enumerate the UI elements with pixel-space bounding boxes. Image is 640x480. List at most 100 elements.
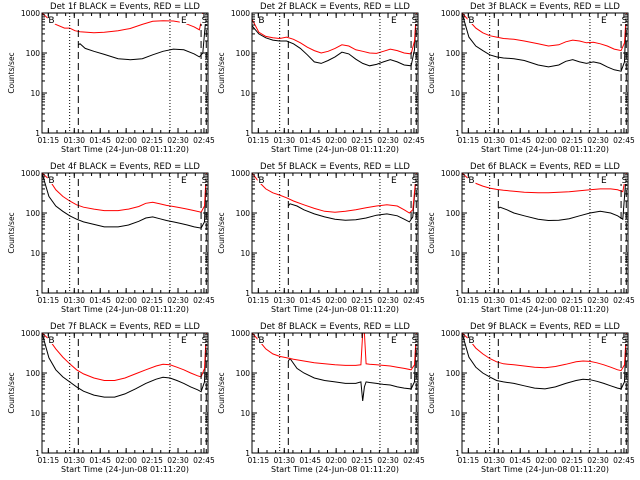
y-tick-label: 1000 (21, 329, 40, 338)
x-tick-label: 01:45 (89, 456, 111, 465)
x-tick-label: 01:15 (458, 456, 480, 465)
y-axis-label: Counts/sec (7, 52, 16, 93)
x-tick-label: 02:00 (535, 296, 557, 305)
x-tick-label: 01:45 (299, 456, 321, 465)
plot-frame (461, 12, 629, 134)
x-axis-label: Start Time (24-Jun-08 01:11:20) (271, 305, 399, 314)
y-tick-label: 1000 (441, 169, 460, 178)
marker-bg (410, 174, 419, 184)
plot-frame (41, 172, 209, 294)
y-axis-label: Counts/sec (217, 212, 226, 253)
marker-label-B: B (258, 336, 264, 346)
marker-label-S: S (202, 336, 208, 346)
y-tick-label: 1000 (231, 9, 250, 18)
x-tick-label: 01:15 (458, 296, 480, 305)
y-tick-label: 1000 (441, 9, 460, 18)
x-tick-label: 01:15 (458, 136, 480, 145)
panel-title: Det 6f BLACK = Events, RED = LLD (470, 162, 620, 172)
y-tick-label: 1 (455, 289, 460, 298)
x-tick-label: 02:00 (535, 456, 557, 465)
y-tick-label: 100 (446, 49, 461, 58)
y-tick-label: 100 (446, 369, 461, 378)
series-line-events (41, 172, 207, 229)
marker-bg (620, 334, 629, 344)
panel-det-7: Det 7f BLACK = Events, RED = LLD B E S 1 10 10… (7, 322, 215, 474)
y-tick-label: 1000 (441, 329, 460, 338)
y-tick-label: 1 (455, 129, 460, 138)
x-tick-label: 01:30 (63, 456, 85, 465)
x-tick-label: 01:45 (299, 136, 321, 145)
marker-label-E: E (391, 336, 397, 346)
series-line-lld (41, 12, 207, 34)
x-tick-label: 02:30 (587, 296, 609, 305)
x-tick-label: 02:00 (325, 296, 347, 305)
marker-bg (410, 14, 419, 24)
marker-bg (599, 14, 608, 24)
x-tick-label: 01:30 (273, 136, 295, 145)
y-axis-label: Counts/sec (427, 212, 436, 253)
series-line-events (251, 12, 417, 67)
x-tick-label: 02:15 (141, 456, 163, 465)
panel-det-1: Det 1f BLACK = Events, RED = LLD B E S 1 10 10… (7, 2, 215, 154)
series-line-lld (41, 332, 207, 381)
x-tick-label: 02:45 (613, 456, 635, 465)
x-tick-label: 02:15 (561, 136, 583, 145)
x-tick-label: 02:30 (377, 456, 399, 465)
x-tick-label: 02:45 (403, 296, 425, 305)
panel-title: Det 5f BLACK = Events, RED = LLD (260, 162, 410, 172)
marker-label-B: B (258, 16, 264, 26)
panel-title: Det 7f BLACK = Events, RED = LLD (50, 322, 200, 332)
series-line-lld (461, 12, 627, 52)
marker-label-S: S (412, 176, 418, 186)
y-tick-label: 10 (30, 89, 40, 98)
x-tick-label: 01:30 (63, 296, 85, 305)
plot-frame (251, 12, 419, 134)
x-tick-label: 02:45 (613, 136, 635, 145)
marker-bg (599, 334, 608, 344)
x-tick-label: 01:15 (248, 296, 270, 305)
x-tick-label: 01:30 (483, 456, 505, 465)
y-axis-label: Counts/sec (7, 372, 16, 413)
x-tick-label: 01:45 (89, 296, 111, 305)
y-tick-label: 10 (450, 409, 460, 418)
marker-label-S: S (622, 16, 628, 26)
y-tick-label: 100 (446, 209, 461, 218)
marker-bg (179, 14, 188, 24)
y-axis-label: Counts/sec (217, 372, 226, 413)
marker-label-S: S (622, 176, 628, 186)
marker-bg (410, 334, 419, 344)
series-line-lld (251, 332, 417, 371)
panel-title: Det 4f BLACK = Events, RED = LLD (50, 162, 200, 172)
x-tick-label: 02:15 (141, 296, 163, 305)
y-tick-label: 100 (26, 49, 41, 58)
x-tick-label: 02:45 (613, 296, 635, 305)
marker-bg (47, 14, 56, 24)
marker-bg (200, 174, 209, 184)
marker-bg (389, 174, 398, 184)
marker-label-E: E (601, 336, 607, 346)
y-axis-label: Counts/sec (217, 52, 226, 93)
panel-det-3: Det 3f BLACK = Events, RED = LLD B E S 1 10 10… (427, 2, 635, 154)
panel-title: Det 9f BLACK = Events, RED = LLD (470, 322, 620, 332)
marker-label-E: E (181, 16, 187, 26)
marker-label-B: B (468, 176, 474, 186)
marker-label-E: E (601, 16, 607, 26)
marker-bg (389, 14, 398, 24)
y-tick-label: 10 (30, 249, 40, 258)
marker-bg (179, 174, 188, 184)
x-tick-label: 01:30 (483, 136, 505, 145)
x-tick-label: 02:30 (167, 136, 189, 145)
series-line-lld (251, 12, 417, 55)
x-tick-label: 01:45 (89, 136, 111, 145)
marker-bg (179, 334, 188, 344)
x-tick-label: 02:15 (351, 296, 373, 305)
marker-label-E: E (601, 176, 607, 186)
x-tick-label: 02:30 (587, 136, 609, 145)
series-line-lld (461, 332, 627, 372)
plot-frame (461, 332, 629, 454)
x-axis-label: Start Time (24-Jun-08 01:11:20) (271, 145, 399, 154)
marker-bg (389, 334, 398, 344)
panel-det-8: Det 8f BLACK = Events, RED = LLD B E S 1 10 10… (217, 322, 425, 474)
x-tick-label: 02:45 (193, 136, 215, 145)
